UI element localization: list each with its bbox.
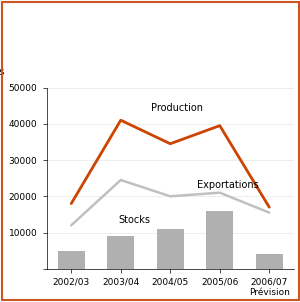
Text: Exportations: Exportations <box>197 180 259 190</box>
Text: Production: Production <box>152 103 203 113</box>
Bar <box>58 251 85 269</box>
Text: . Australie: production céréalière,: . Australie: production céréalière, <box>74 14 260 24</box>
Bar <box>206 211 233 269</box>
Text: Figure 8: Figure 8 <box>15 14 67 24</box>
Text: Milliers de tonnes: Milliers de tonnes <box>0 67 4 77</box>
Bar <box>107 236 134 269</box>
Bar <box>157 229 184 269</box>
Bar <box>256 254 283 269</box>
Text: exportations et stocks: exportations et stocks <box>15 49 139 59</box>
Text: Stocks: Stocks <box>118 214 150 225</box>
